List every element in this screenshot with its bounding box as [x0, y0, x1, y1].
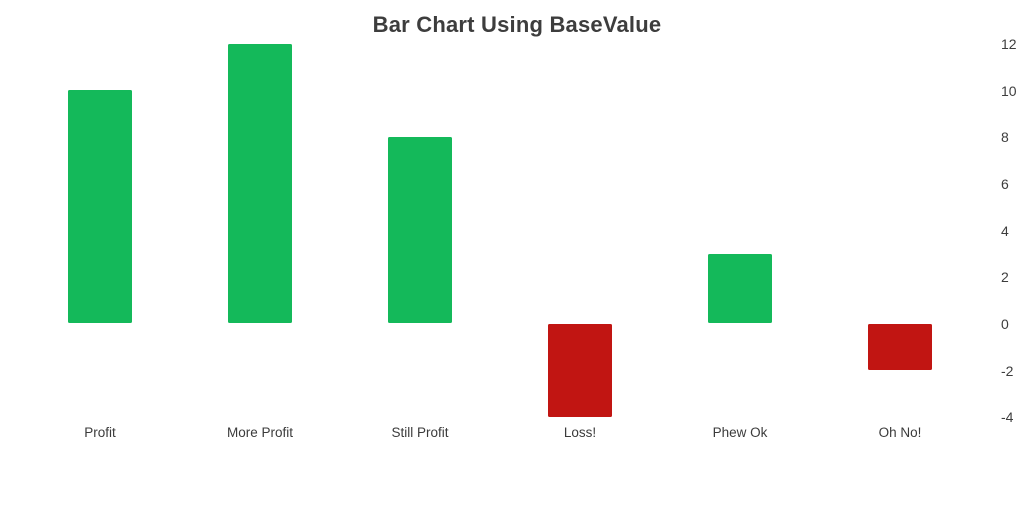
bar-oh-no[interactable]	[868, 323, 932, 371]
bar-still-profit[interactable]	[388, 136, 452, 324]
y-axis-tick-label: 6	[1001, 176, 1009, 192]
chart-title: Bar Chart Using BaseValue	[372, 12, 662, 37]
y-axis-tick-label: 0	[1001, 316, 1009, 332]
bar-profit[interactable]	[68, 90, 132, 324]
x-axis-label: Still Profit	[391, 425, 449, 440]
y-axis-tick-label: -4	[1001, 409, 1014, 426]
y-axis-tick-label: 12	[1001, 36, 1017, 52]
bar-more-profit[interactable]	[228, 43, 292, 324]
y-axis-tick-label: -2	[1001, 362, 1014, 379]
bar-phew-ok[interactable]	[708, 253, 772, 324]
x-axis-label: Phew Ok	[712, 425, 768, 440]
y-axis-tick-label: 8	[1001, 129, 1009, 146]
x-axis-label: More Profit	[226, 425, 294, 440]
y-axis-tick-label: 4	[1001, 222, 1009, 239]
y-axis-tick-label: 2	[1001, 269, 1009, 286]
x-axis-label: Oh No!	[878, 425, 922, 440]
x-axis-label: Loss!	[563, 425, 597, 440]
bar-loss[interactable]	[548, 323, 612, 417]
y-axis-tick-label: 10	[1001, 82, 1017, 99]
x-axis-label: Profit	[84, 425, 116, 440]
